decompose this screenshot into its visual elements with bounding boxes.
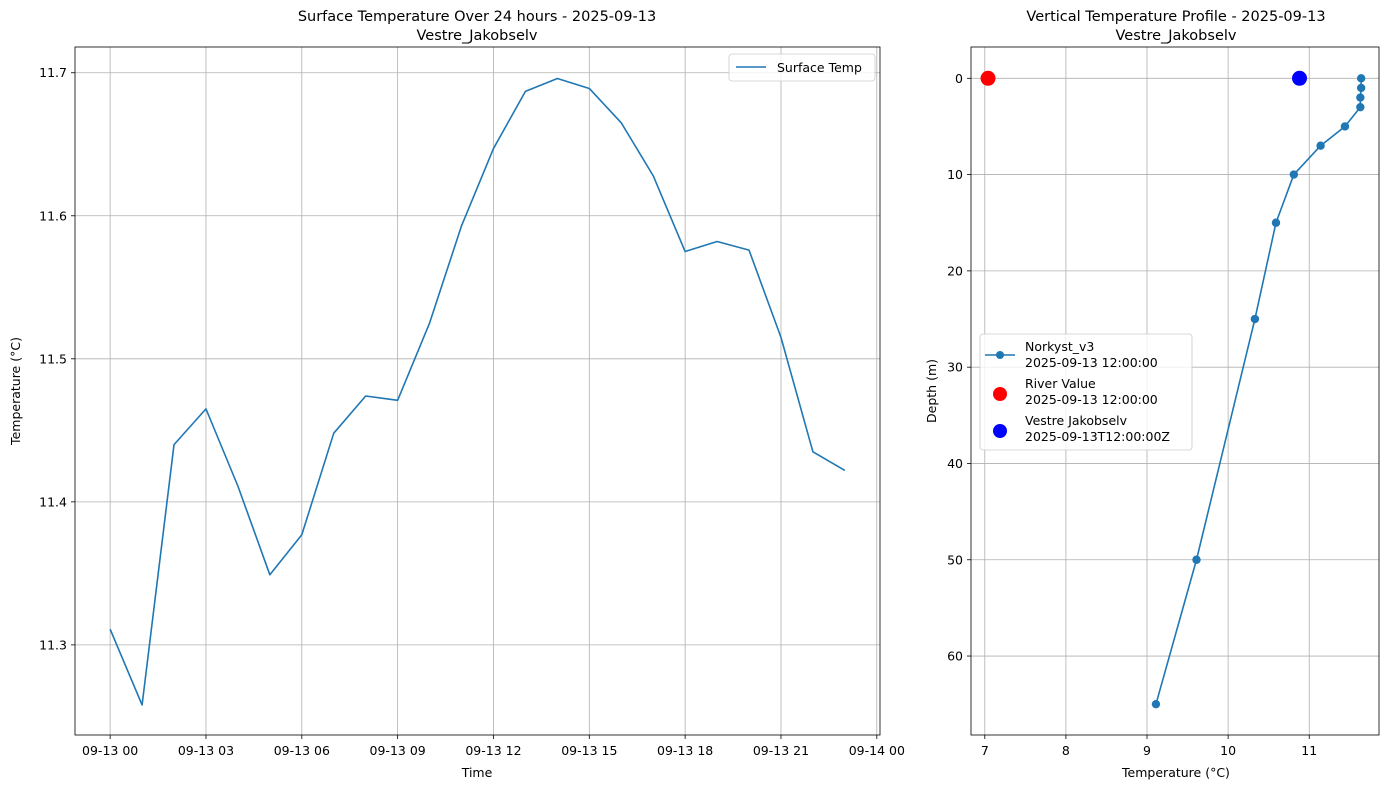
chart2-subtitle: Vestre_Jakobselv xyxy=(1116,28,1237,44)
station-value-point xyxy=(1292,70,1308,86)
norkyst-profile-point xyxy=(1356,93,1365,102)
chart2-legend-label-river-time: 2025-09-13 12:00:00 xyxy=(1025,392,1158,407)
norkyst-profile-point xyxy=(1289,170,1299,179)
chart1-xtick-label: 09-13 03 xyxy=(178,743,234,758)
chart2-xtick-label: 10 xyxy=(1220,743,1236,758)
norkyst-profile-point xyxy=(1356,83,1366,93)
surface-temp-line xyxy=(109,77,846,706)
chart2-x-ticks: 7 8 9 10 11 xyxy=(981,735,1317,758)
chart2-legend-box xyxy=(979,333,1193,451)
chart2-ylabel: Depth (m) xyxy=(924,359,939,423)
chart2-ytick-label: 10 xyxy=(947,167,963,182)
chart2-xlabel: Temperature (°C) xyxy=(1121,765,1230,780)
chart1-xtick-label: 09-13 00 xyxy=(82,743,138,758)
norkyst-profile-point xyxy=(1192,555,1201,564)
chart2-ytick-label: 20 xyxy=(947,263,963,278)
chart2-xtick-label: 9 xyxy=(1143,743,1151,758)
norkyst-profile-point xyxy=(1356,74,1366,83)
chart2-ytick-label: 0 xyxy=(955,71,963,86)
chart1-ylabel: Temperature (°C) xyxy=(8,337,23,446)
chart1-xlabel: Time xyxy=(461,765,493,780)
chart2-xtick-label: 8 xyxy=(1062,743,1070,758)
chart1-x-ticks: 09-13 00 09-13 03 09-13 06 09-13 09 09-13 12… xyxy=(82,735,905,758)
chart2-legend-marker-river xyxy=(993,387,1007,401)
chart2-legend-marker-norkyst xyxy=(996,351,1004,359)
norkyst-profile-point xyxy=(1340,122,1350,131)
chart1-ytick-label: 11.4 xyxy=(39,494,67,509)
chart2-ytick-label: 30 xyxy=(947,360,963,375)
chart1-ytick-label: 11.5 xyxy=(39,351,67,366)
chart2-axes-frame xyxy=(970,46,1380,736)
chart1-ytick-label: 11.3 xyxy=(39,637,67,652)
chart1-ytick-label: 11.7 xyxy=(39,65,67,80)
chart1-legend-box xyxy=(728,53,876,82)
chart1-xtick-label: 09-14 00 xyxy=(849,743,905,758)
chart2-title: Vertical Temperature Profile - 2025-09-1… xyxy=(1026,9,1325,25)
norkyst-profile-point xyxy=(1151,699,1161,709)
chart2-y-ticks: 0 10 20 30 40 50 60 xyxy=(947,71,971,664)
chart2-legend: Norkyst_v3 2025-09-13 12:00:00 River Val… xyxy=(979,333,1193,451)
chart2-legend-label-station-time: 2025-09-13T12:00:00Z xyxy=(1025,429,1170,444)
chart1-xtick-label: 09-13 09 xyxy=(370,743,426,758)
chart1-series xyxy=(109,77,846,706)
chart2-xtick-label: 11 xyxy=(1301,743,1317,758)
chart1-grid xyxy=(75,47,880,735)
chart1-ytick-label: 11.6 xyxy=(39,208,67,223)
chart1-xtick-label: 09-13 18 xyxy=(657,743,713,758)
chart1-legend: Surface Temp xyxy=(728,53,876,82)
chart1-axes-frame xyxy=(74,46,881,736)
chart2-ytick-label: 60 xyxy=(947,649,963,664)
chart2-legend-label-norkyst-time: 2025-09-13 12:00:00 xyxy=(1025,355,1158,370)
chart1-xtick-label: 09-13 15 xyxy=(561,743,617,758)
chart1-xtick-label: 09-13 06 xyxy=(274,743,330,758)
chart2-ytick-label: 50 xyxy=(947,552,963,567)
norkyst-profile-point xyxy=(1250,314,1260,324)
chart1-legend-label: Surface Temp xyxy=(777,60,862,75)
chart2-legend-label-station: Vestre Jakobselv xyxy=(1025,413,1128,428)
norkyst-profile-point xyxy=(1271,218,1281,227)
norkyst-profile-point xyxy=(1316,141,1325,150)
chart2-ytick-label: 40 xyxy=(947,456,963,471)
chart1-subtitle: Vestre_Jakobselv xyxy=(417,28,538,44)
chart2-xtick-label: 7 xyxy=(981,743,989,758)
chart2-legend-marker-station xyxy=(993,424,1007,438)
river-value-point xyxy=(980,70,996,86)
chart2-series xyxy=(980,70,1366,709)
chart1-y-ticks: 11.3 11.4 11.5 11.6 11.7 xyxy=(39,65,75,652)
chart2-legend-label-river: River Value xyxy=(1025,376,1096,391)
chart1-xtick-label: 09-13 12 xyxy=(465,743,521,758)
chart2-legend-label-norkyst: Norkyst_v3 xyxy=(1025,339,1094,354)
norkyst-profile-point xyxy=(1356,102,1365,112)
surface-temp-chart: Surface Temperature Over 24 hours - 2025… xyxy=(8,9,905,780)
chart1-title: Surface Temperature Over 24 hours - 2025… xyxy=(298,9,656,25)
vertical-profile-chart: Vertical Temperature Profile - 2025-09-1… xyxy=(924,9,1380,780)
chart1-xtick-label: 09-13 21 xyxy=(753,743,809,758)
